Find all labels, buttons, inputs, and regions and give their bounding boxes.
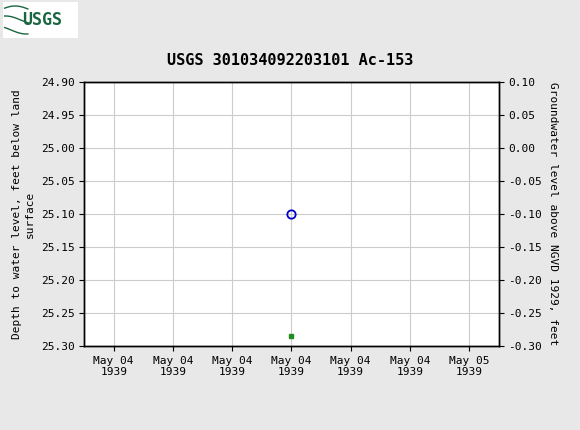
- Text: USGS: USGS: [22, 11, 61, 29]
- Y-axis label: Depth to water level, feet below land
surface: Depth to water level, feet below land su…: [12, 89, 35, 339]
- Y-axis label: Groundwater level above NGVD 1929, feet: Groundwater level above NGVD 1929, feet: [548, 82, 558, 346]
- Text: USGS 301034092203101 Ac-153: USGS 301034092203101 Ac-153: [167, 53, 413, 68]
- Bar: [3, 2, 78, 38]
